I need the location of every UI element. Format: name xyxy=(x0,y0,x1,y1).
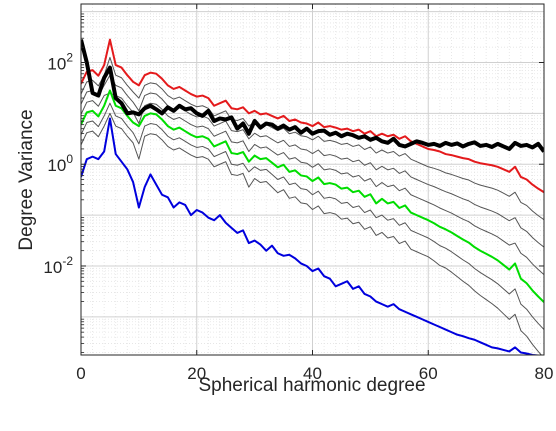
x-tick-label: 40 xyxy=(303,364,322,383)
y-tick-label: 10-2 xyxy=(43,254,73,277)
y-tick-label: 102 xyxy=(47,51,73,74)
x-tick-label: 0 xyxy=(76,364,85,383)
y-axis: 10-2 100 102 xyxy=(43,13,544,353)
x-axis: 0 20 40 60 80 xyxy=(76,4,553,383)
y-tick-label: 100 xyxy=(47,152,73,175)
x-tick-label: 20 xyxy=(187,364,206,383)
series-line-6 xyxy=(81,102,544,330)
series-layer xyxy=(81,38,544,355)
x-tick-label: 60 xyxy=(419,364,438,383)
series-line-1 xyxy=(81,38,544,194)
series-line-5 xyxy=(81,89,544,303)
y-axis-label: Degree Variance xyxy=(16,109,37,250)
x-axis-label: Spherical harmonic degree xyxy=(198,375,425,396)
series-line-8 xyxy=(81,117,542,355)
series-line-9 xyxy=(81,39,544,153)
series-line-4 xyxy=(81,92,544,276)
series-line-7 xyxy=(81,112,542,355)
series-line-2 xyxy=(81,56,544,221)
x-tick-label: 80 xyxy=(535,364,554,383)
series-line-3 xyxy=(81,74,544,248)
